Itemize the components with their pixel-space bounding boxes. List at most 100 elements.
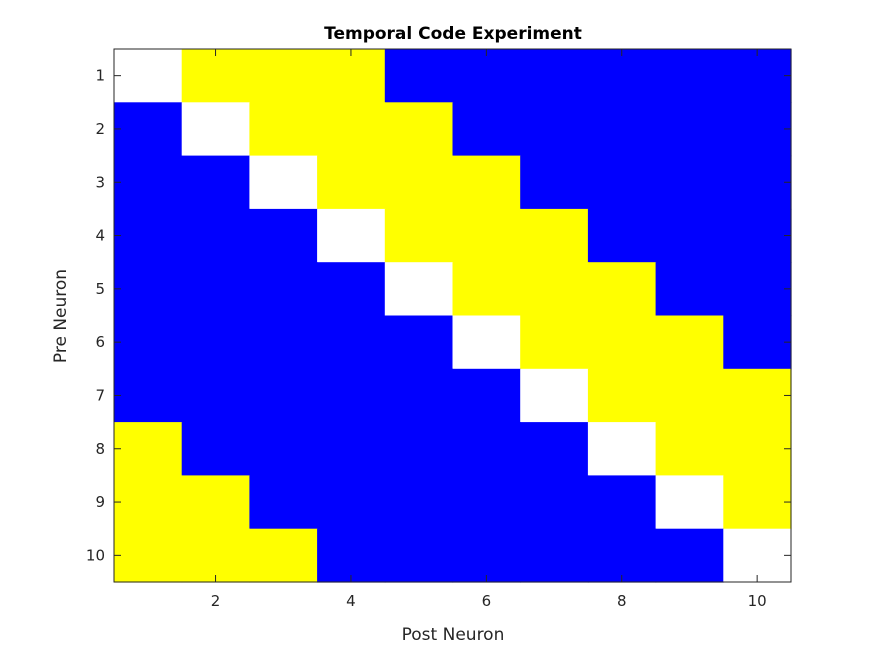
heatmap-cell [723,102,792,157]
heatmap-cell [655,475,724,530]
heatmap-cell [114,102,183,157]
heatmap-cell [655,49,724,103]
x-tick-label: 4 [346,592,356,610]
heatmap-cell [249,262,318,317]
heatmap-cell [249,155,318,210]
heatmap-cell [181,155,250,210]
y-tick-label: 2 [95,120,105,138]
heatmap-cell [114,528,183,583]
y-tick-label: 7 [95,386,105,404]
heatmap-cell [384,368,454,423]
heatmap-cell [520,528,589,583]
x-tick-label: 8 [617,592,627,610]
heatmap-cell [249,528,318,583]
heatmap-cell [384,422,454,476]
heatmap-cell [587,528,657,583]
heatmap-cell [520,262,589,317]
heatmap-cell [655,102,724,157]
heatmap-cell [452,262,521,317]
heatmap-cell [520,475,589,530]
x-tick-label: 6 [482,592,492,610]
heatmap-cell [181,315,250,370]
heatmap-cell [249,422,318,476]
heatmap-cell [655,208,724,263]
heatmap-cell [181,475,250,530]
heatmap-cell [723,49,792,103]
heatmap-cell [452,422,521,476]
y-tick-label: 4 [95,227,105,245]
heatmap-cell [520,49,589,103]
y-tick-label: 9 [95,493,105,511]
y-axis-label: Pre Neuron [51,269,71,363]
heatmap-cell [317,315,386,370]
heatmap-cell [723,528,792,583]
heatmap-cell [114,368,183,423]
heatmap-cell [384,315,454,370]
y-tick-label: 10 [86,546,105,564]
heatmap-cell [723,155,792,210]
heatmap-cell [317,262,386,317]
axes-frame [113,48,792,583]
heatmap-cell [384,102,454,157]
heatmap-cell [520,102,589,157]
heatmap-cell [587,475,657,530]
heatmap-cell [452,528,521,583]
heatmap-cell [655,422,724,476]
y-tick-label: 5 [95,280,105,298]
heatmap-cells [114,49,792,583]
heatmap-cell [452,368,521,423]
heatmap-cell [587,368,657,423]
heatmap-cell [181,422,250,476]
y-tick-label: 6 [95,333,105,351]
heatmap-cell [520,315,589,370]
heatmap-cell [181,368,250,423]
heatmap-cell [114,475,183,530]
heatmap-cell [114,155,183,210]
heatmap-cell [317,155,386,210]
heatmap-cell [114,262,183,317]
heatmap-cell [317,102,386,157]
heatmap-cell [587,208,657,263]
heatmap-cell [317,475,386,530]
heatmap-cell [384,208,454,263]
heatmap-cell [520,422,589,476]
heatmap-cell [317,528,386,583]
heatmap-cell [249,102,318,157]
heatmap-cell [452,49,521,103]
heatmap-cell [655,262,724,317]
heatmap-cell [181,528,250,583]
heatmap-cell [723,315,792,370]
heatmap-cell [317,368,386,423]
x-axis-ticks: 2 4 6 8 10 [211,49,767,610]
heatmap-cell [181,208,250,263]
heatmap-cell [655,368,724,423]
heatmap-cell [317,208,386,263]
heatmap-cell [114,315,183,370]
heatmap-cell [452,102,521,157]
heatmap-cell [452,475,521,530]
heatmap-cell [181,102,250,157]
heatmap-cell [520,155,589,210]
heatmap-cell [655,155,724,210]
heatmap-cell [655,315,724,370]
heatmap-cell [249,368,318,423]
heatmap-cell [452,208,521,263]
heatmap-cell [723,422,792,476]
heatmap-cell [317,49,386,103]
heatmap-cell [249,475,318,530]
heatmap-cell [587,155,657,210]
heatmap-cell [249,208,318,263]
heatmap-cell [317,422,386,476]
heatmap-cell [723,368,792,423]
heatmap-cell [655,528,724,583]
heatmap-cell [384,155,454,210]
heatmap-cell [587,262,657,317]
heatmap-cell [114,49,183,103]
heatmap-cell [520,368,589,423]
heatmap-cell [587,422,657,476]
heatmap-cell [384,475,454,530]
heatmap-cell [452,155,521,210]
heatmap-cell [181,49,250,103]
chart-title: Temporal Code Experiment [324,24,582,44]
